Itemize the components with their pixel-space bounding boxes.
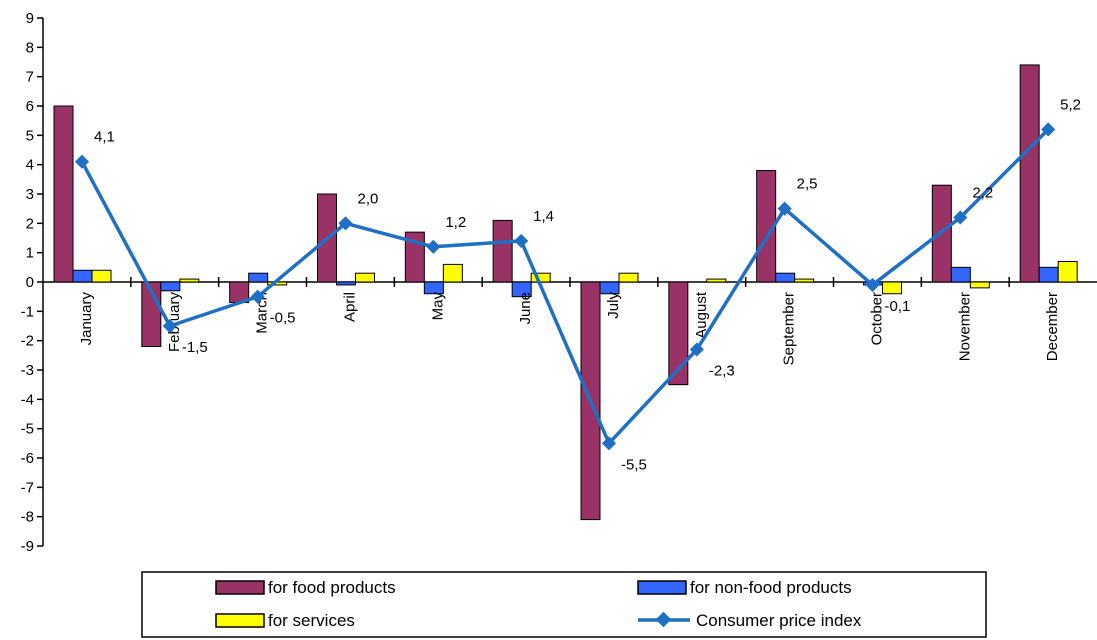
category-label: August [693, 291, 710, 339]
y-tick-label: -2 [21, 333, 34, 350]
services-bar [1057, 260, 1078, 283]
services-bar [179, 278, 200, 283]
cpi-marker [74, 154, 90, 169]
cpi-data-label: 2,2 [972, 184, 993, 201]
y-tick-label: 8 [26, 39, 34, 56]
food-bar [1019, 64, 1040, 283]
category-label: July [605, 292, 622, 319]
cpi-data-label: -5,5 [621, 456, 647, 473]
nonfood-bar [72, 269, 93, 283]
y-tick-label: 4 [26, 157, 34, 174]
nonfood-bar [160, 281, 181, 292]
category-labels: January February March April May June July Augu… [78, 291, 1061, 365]
y-tick-label: -8 [21, 509, 34, 526]
y-tick-label: 0 [26, 274, 34, 291]
y-tick-label: -6 [21, 450, 34, 467]
y-tick-label: -9 [21, 538, 34, 555]
cpi-data-label: -2,3 [709, 362, 735, 379]
category-label: December [1044, 292, 1061, 361]
services-bar [91, 269, 112, 283]
services-bar [618, 272, 639, 283]
category-label: September [781, 292, 798, 365]
food-bar [668, 281, 689, 386]
cpi-marker [865, 277, 880, 293]
nonfood-bar [950, 266, 971, 283]
y-tick-label: -1 [21, 303, 34, 320]
food-bar [492, 219, 513, 283]
cpi-data-label: 2,0 [358, 190, 379, 207]
axes: 9 8 7 6 5 4 3 2 1 0 -1 -2 -3 -4 -5 -6 -7 -8 -9 [21, 10, 1097, 555]
legend-label-cpi: Consumer price index [696, 611, 862, 630]
nonfood-bar [336, 281, 356, 286]
food-bar [53, 105, 74, 283]
cpi-marker [250, 289, 265, 304]
y-tick-label: 1 [26, 245, 34, 262]
cpi-marker [689, 342, 704, 357]
y-tick-label: -5 [21, 421, 34, 438]
cpi-data-label: 1,4 [533, 208, 554, 225]
cpi-data-label: 1,2 [445, 214, 466, 231]
cpi-data-label: -1,5 [182, 339, 208, 356]
legend-label-nonfood: for non-food products [690, 578, 852, 597]
legend-swatch-nonfood [637, 580, 687, 595]
nonfood-bar [423, 281, 444, 295]
y-tick-label: 2 [26, 215, 34, 232]
cpi-marker [514, 233, 529, 249]
services-bar [706, 278, 727, 283]
cpi-line-series [74, 122, 1056, 451]
category-label: October [869, 292, 886, 345]
cpi-marker [426, 239, 441, 254]
nonfood-bar [775, 272, 796, 283]
cpi-line [80, 128, 1050, 446]
category-label: May [429, 292, 446, 321]
category-label: November [956, 292, 973, 361]
services-bar [882, 281, 902, 295]
cpi-data-label: -0,5 [270, 310, 296, 327]
y-tick-label: -4 [21, 391, 34, 408]
legend: for food products for non-food products … [141, 571, 987, 638]
nonfood-bar [511, 281, 532, 298]
cpi-marker [1041, 122, 1056, 137]
nonfood-bar [599, 281, 620, 295]
cpi-data-label: 2,5 [797, 176, 818, 193]
y-tick-label: 9 [26, 10, 34, 27]
legend-swatch-services [215, 613, 265, 628]
services-bar [355, 272, 375, 283]
y-tick-label: 5 [26, 127, 34, 144]
legend-box [141, 571, 987, 638]
cpi-marker [777, 201, 792, 216]
cpi-data-label: 5,2 [1060, 96, 1081, 113]
legend-swatch-cpi-marker [655, 611, 672, 628]
legend-label-services: for services [268, 611, 355, 630]
cpi-data-label: 4,1 [94, 129, 115, 146]
category-label: February [166, 292, 183, 353]
services-bar [442, 263, 463, 283]
cpi-marker [162, 318, 177, 334]
legend-swatch-food [215, 580, 265, 595]
nonfood-bar [248, 272, 269, 283]
cpi-marker [953, 210, 968, 225]
cpi-data-label: -0,1 [885, 298, 911, 315]
y-tick-label: -3 [21, 362, 34, 379]
cpi-marker [338, 216, 353, 231]
category-label: June [517, 292, 534, 325]
legend-label-food: for food products [268, 578, 396, 597]
cpi-data-labels: 4,1 -1,5 -0,5 2,0 1,2 1,4 -5,5 -2,3 2,5 -0,1 2,2 5,… [94, 96, 1081, 473]
category-label: April [342, 292, 359, 322]
bars [53, 64, 1078, 521]
y-tick-label: 3 [26, 186, 34, 203]
services-bar [969, 281, 990, 289]
y-tick-label: -7 [21, 479, 34, 496]
category-label: January [78, 292, 95, 346]
y-tick-label: 6 [26, 98, 34, 115]
nonfood-bar [1038, 266, 1059, 283]
y-tick-label: 7 [26, 69, 34, 86]
cpi-marker [601, 436, 617, 451]
services-bar [794, 278, 815, 283]
